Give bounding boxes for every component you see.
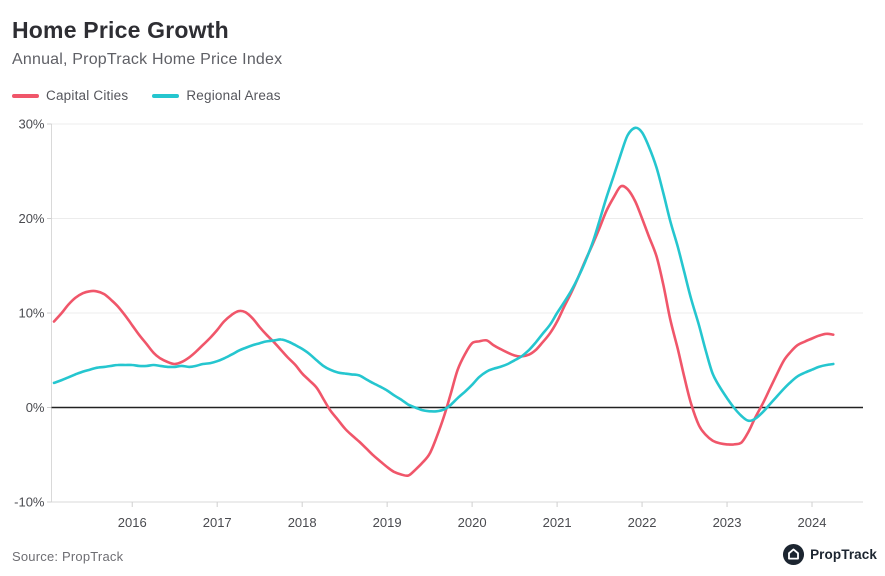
legend-label: Capital Cities [46, 88, 129, 103]
capital-cities-swatch-icon [12, 93, 39, 98]
series-line-regional-areas [52, 126, 835, 423]
x-tick-label: 2023 [713, 515, 742, 530]
x-tick-label: 2022 [628, 515, 657, 530]
x-tick-label: 2021 [543, 515, 572, 530]
chart-header: Home Price Growth Annual, PropTrack Home… [12, 17, 282, 69]
x-tick-label: 2017 [203, 515, 232, 530]
y-tick-label: 10% [18, 306, 44, 321]
y-tick-label: -10% [14, 495, 45, 510]
logo-text: PropTrack [810, 547, 877, 562]
legend-label: Regional Areas [186, 88, 281, 103]
x-tick-label: 2019 [373, 515, 402, 530]
legend-item-capital-cities: Capital Cities [12, 88, 128, 103]
regional-areas-swatch-icon [152, 93, 180, 98]
x-tick-label: 2016 [118, 515, 147, 530]
x-tick-label: 2020 [458, 515, 487, 530]
proptrack-logo: PropTrack [782, 543, 877, 566]
chart-subtitle: Annual, PropTrack Home Price Index [12, 51, 283, 68]
y-tick-label: 0% [26, 400, 45, 415]
x-tick-label: 2024 [798, 515, 827, 530]
house-in-circle-icon [783, 543, 805, 566]
y-tick-label: 30% [18, 117, 44, 132]
page-title: Home Price Growth [12, 17, 229, 43]
y-tick-label: 20% [18, 211, 44, 226]
series-line-capital-cities [52, 184, 835, 478]
source-note: Source: PropTrack [12, 549, 124, 564]
x-tick-label: 2018 [288, 515, 317, 530]
chart-legend: Capital Cities Regional Areas [12, 88, 281, 103]
legend-item-regional-areas: Regional Areas [152, 88, 281, 103]
